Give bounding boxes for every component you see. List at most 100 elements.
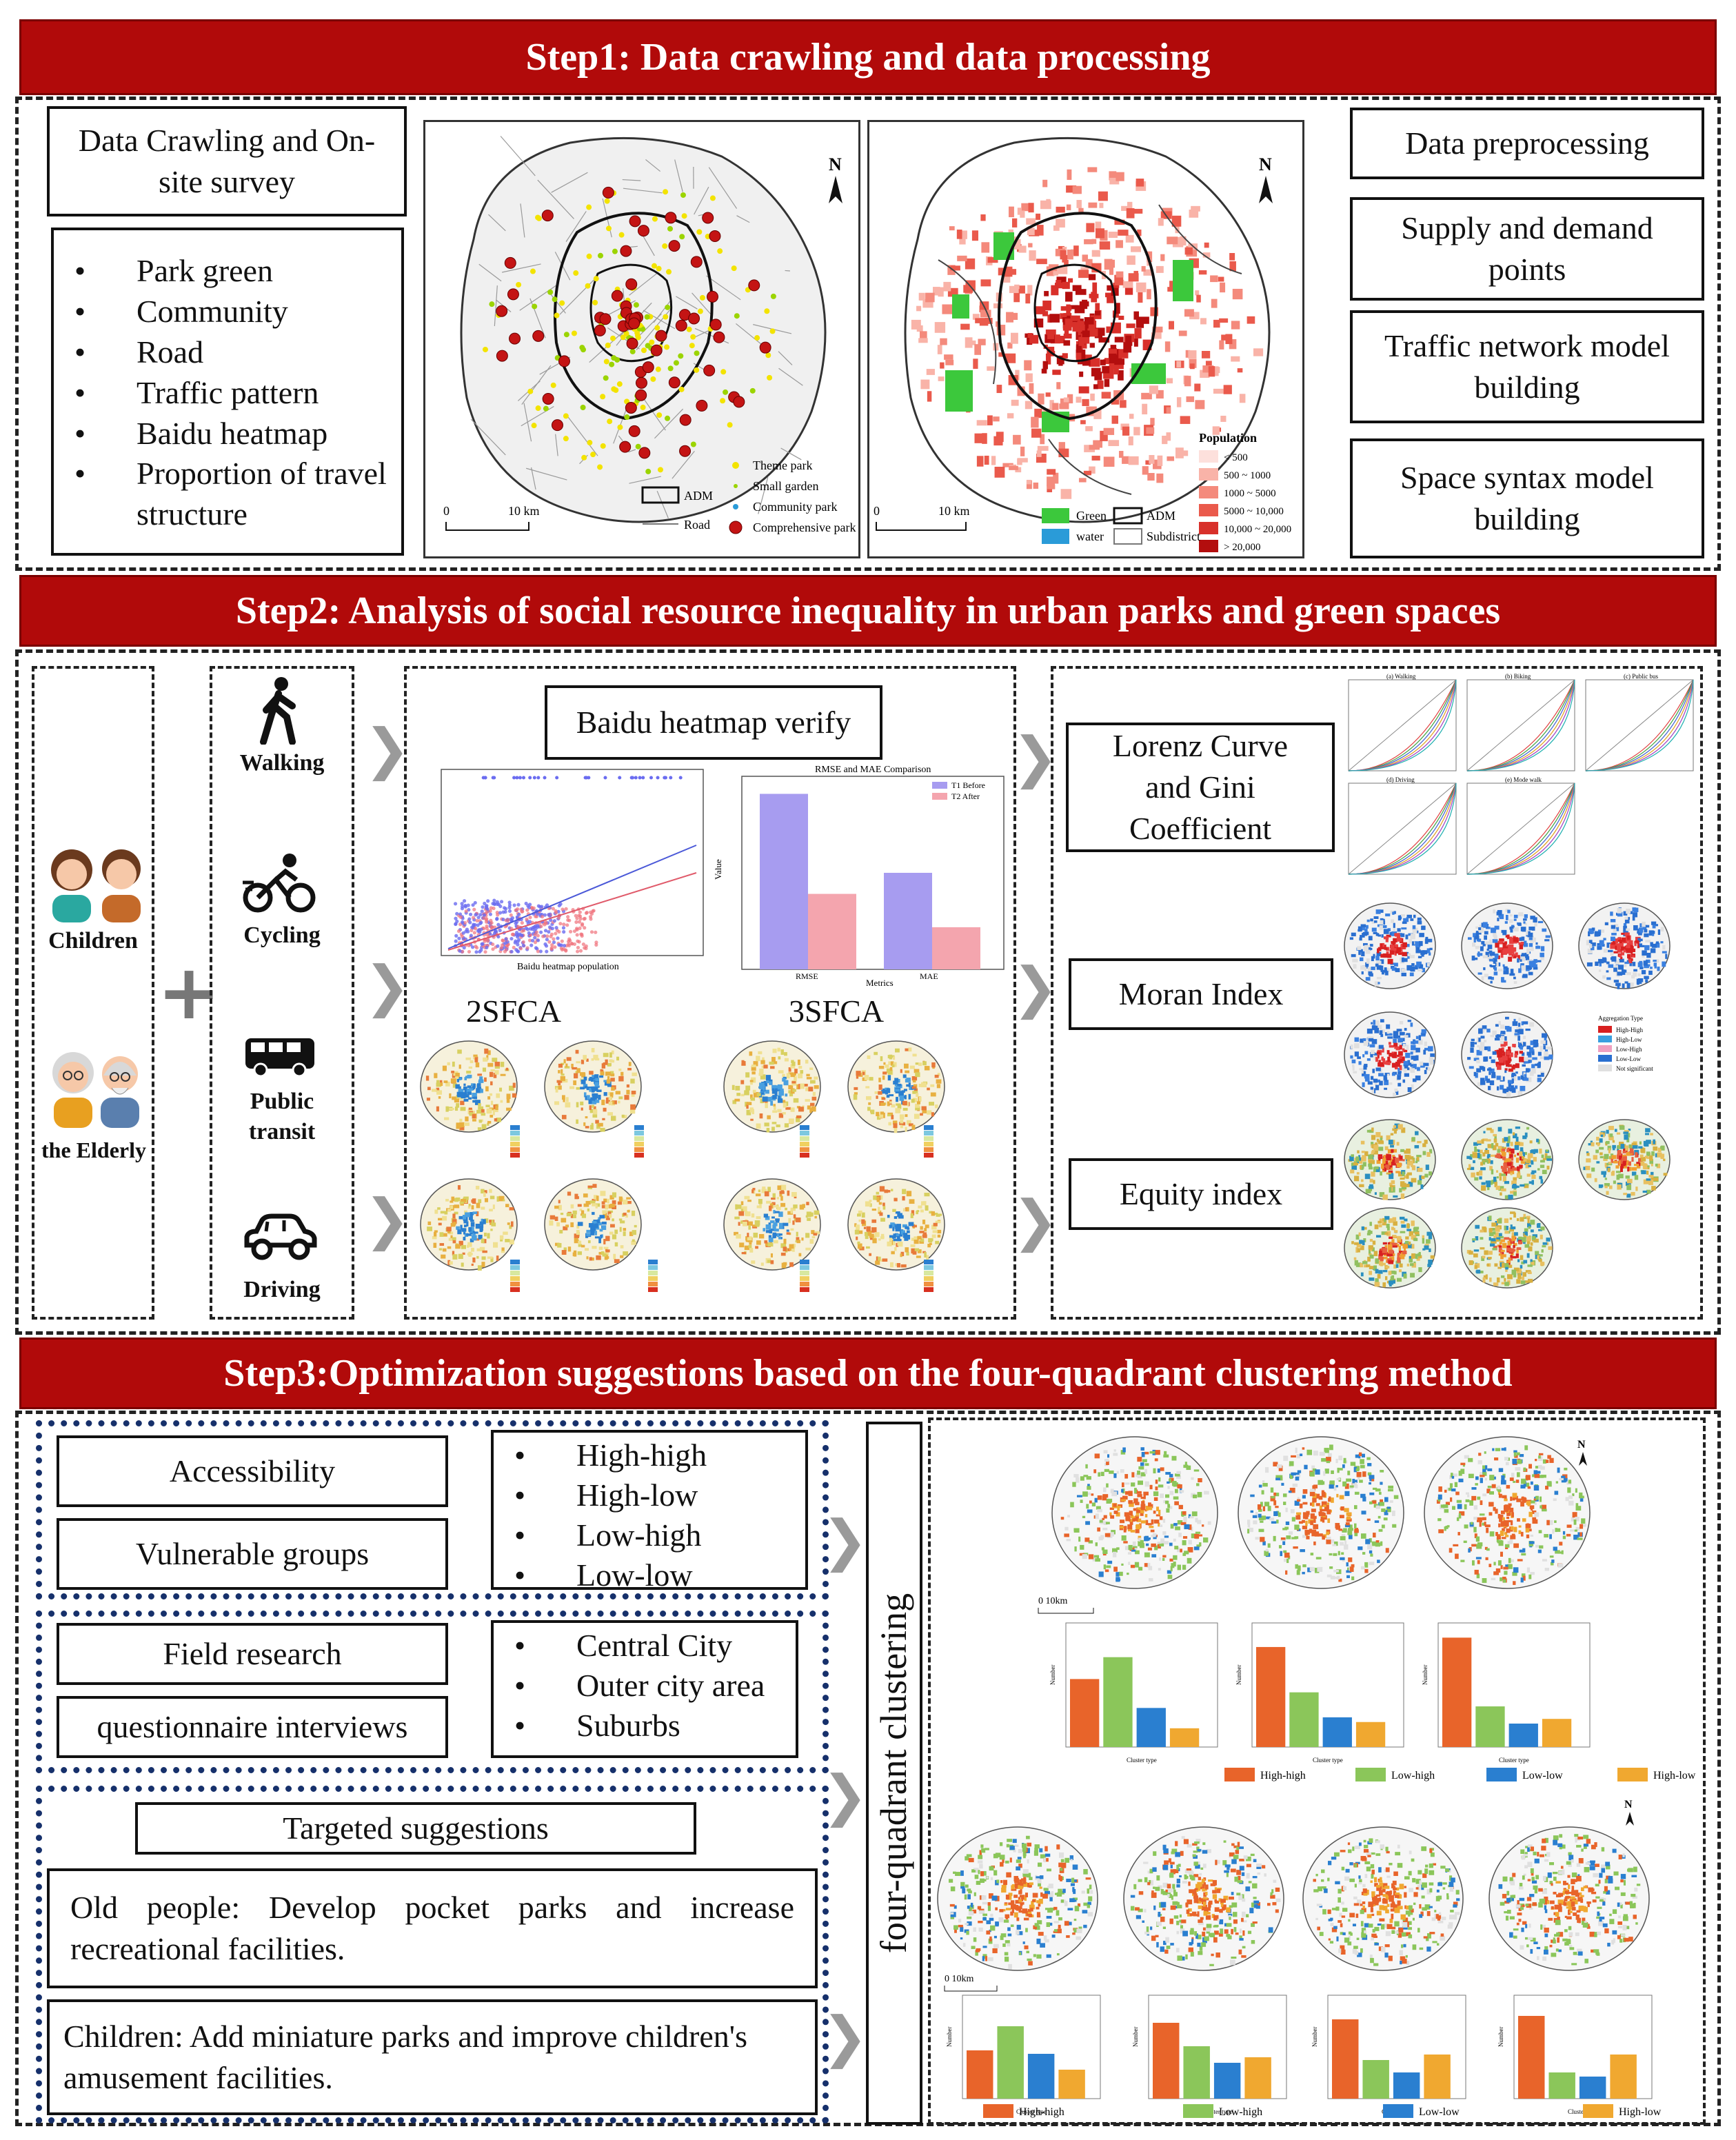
cluster-legend-label: High-high xyxy=(1260,1770,1306,1781)
moran-swatch xyxy=(1598,1064,1612,1071)
park-dot xyxy=(703,364,716,376)
moran-legend-label: High-High xyxy=(1616,1027,1643,1033)
cluster-map xyxy=(1424,1436,1591,1589)
cluster-chart-top: Number Cluster type xyxy=(1049,1622,1218,1764)
lorenz-plot: (d) Driving xyxy=(1348,776,1457,875)
park-dot xyxy=(688,312,700,325)
population-class-label: 5000 ~ 10,000 xyxy=(1224,506,1284,517)
park-dot xyxy=(599,313,612,325)
cluster-bar xyxy=(1518,2016,1545,2099)
cluster-chart-top: Number Cluster type xyxy=(1422,1622,1591,1764)
cluster-bar xyxy=(1579,2077,1606,2099)
park-dot xyxy=(709,230,721,242)
method-3sfca: 3SFCA xyxy=(789,993,885,1029)
park-dot xyxy=(668,376,680,389)
cluster-bar xyxy=(1289,1692,1319,1747)
svg-text:10 km: 10 km xyxy=(938,504,970,518)
equity-map xyxy=(1461,1119,1553,1200)
park-dot xyxy=(504,256,516,269)
lorenz-box: Lorenz Curve and Gini Coefficient xyxy=(1066,723,1335,852)
svg-text:Small garden: Small garden xyxy=(753,479,818,493)
lorenz-plot: (c) Public bus xyxy=(1585,673,1694,771)
lorenz-title: (c) Public bus xyxy=(1624,673,1658,680)
children-label: Children xyxy=(48,928,138,953)
park-dot xyxy=(594,324,606,336)
park-dot xyxy=(542,392,554,405)
park-dot xyxy=(507,288,519,301)
chevron-right-icon: ❯ xyxy=(364,717,411,781)
cycling-icon xyxy=(243,854,316,913)
moran-swatch xyxy=(1598,1026,1612,1033)
svg-text:N: N xyxy=(1259,154,1272,174)
bar-category-label: MAE xyxy=(920,971,938,981)
park-dot xyxy=(551,419,563,432)
cluster-bar xyxy=(1213,2063,1241,2099)
rmse-mae-bar-chart: RMSE and MAE Comparison RMSE MAE T1 Befor… xyxy=(713,765,1005,988)
lorenz-title: (b) Biking xyxy=(1505,673,1531,680)
method-2sfca: 2SFCA xyxy=(466,993,562,1029)
cluster-bar xyxy=(1442,1637,1472,1747)
cluster-legend-swatch xyxy=(1224,1768,1255,1781)
quadrant-item: Low-high xyxy=(494,1515,805,1555)
cluster-legend-label: Low-low xyxy=(1522,1770,1563,1781)
equity-map xyxy=(1344,1119,1436,1200)
quadrant-item: High-low xyxy=(494,1475,805,1515)
cluster-legend-swatch xyxy=(1183,2104,1213,2118)
cluster-legend-label: High-high xyxy=(1019,2106,1064,2118)
svg-text:Green: Green xyxy=(1076,509,1107,523)
cluster-bar xyxy=(1070,1679,1100,1747)
elderly-label: the Elderly xyxy=(41,1138,146,1162)
area-list: Central CityOuter city areaSuburbs xyxy=(491,1620,798,1758)
svg-text:T2 After: T2 After xyxy=(951,791,980,801)
moran-swatch xyxy=(1598,1045,1612,1052)
bar-before xyxy=(760,794,808,969)
scatter-plot: Baidu heatmap population xyxy=(441,769,704,972)
cluster-bar xyxy=(1153,2023,1180,2099)
lorenz-title: (d) Driving xyxy=(1386,776,1415,783)
park-dot xyxy=(637,225,649,237)
data-item: Park green xyxy=(54,251,401,292)
lorenz-plot: (a) Walking xyxy=(1348,673,1457,771)
accessibility-map xyxy=(847,1040,945,1133)
park-dot xyxy=(665,212,677,224)
step2-banner: Step2: Analysis of social resource inequ… xyxy=(19,575,1717,647)
rmse-chart-title: RMSE and MAE Comparison xyxy=(815,765,931,775)
accessibility-map xyxy=(544,1178,642,1271)
baidu-verify-box: Baidu heatmap verify xyxy=(545,685,882,760)
population-class-label: > 20,000 xyxy=(1224,542,1260,553)
chevron-right-icon: ❯ xyxy=(1012,1189,1059,1253)
accessibility-box: Accessibility xyxy=(57,1435,448,1507)
legend-swatches xyxy=(924,1125,933,1158)
lorenz-title: (e) Mode walk xyxy=(1505,776,1542,783)
accessibility-map xyxy=(723,1178,821,1271)
park-dot xyxy=(496,305,508,317)
chart-ylabel: Number xyxy=(946,2027,953,2048)
legend-swatches xyxy=(510,1260,520,1292)
svg-text:10 km: 10 km xyxy=(508,504,540,518)
data-item: Community xyxy=(54,292,401,332)
park-dot xyxy=(650,344,663,356)
mode-walking: Walking xyxy=(239,750,325,776)
svg-text:Subdistrict: Subdistrict xyxy=(1147,529,1200,543)
accessibility-map xyxy=(420,1178,518,1271)
park-dot xyxy=(558,355,570,367)
quadrant-group xyxy=(36,1420,829,1599)
cluster-bar xyxy=(1058,2070,1085,2099)
bar-after xyxy=(808,894,856,969)
park-dot xyxy=(602,186,614,199)
cluster-bar xyxy=(1136,1708,1166,1747)
chart-xlabel: Cluster type xyxy=(1202,2108,1233,2115)
data-item: Baidu heatmap xyxy=(54,414,401,454)
svg-text:Road: Road xyxy=(684,518,710,532)
park-dot xyxy=(668,240,680,252)
accessibility-map xyxy=(544,1040,642,1133)
results-frame xyxy=(1051,666,1703,1320)
svg-text:Metrics: Metrics xyxy=(866,978,894,988)
park-dot xyxy=(629,215,641,228)
park-dot xyxy=(679,414,692,426)
scale-label: 0 10km xyxy=(1038,1596,1068,1606)
cluster-bar xyxy=(1355,1722,1386,1747)
park-dot xyxy=(748,279,760,292)
park-dot xyxy=(626,337,638,350)
